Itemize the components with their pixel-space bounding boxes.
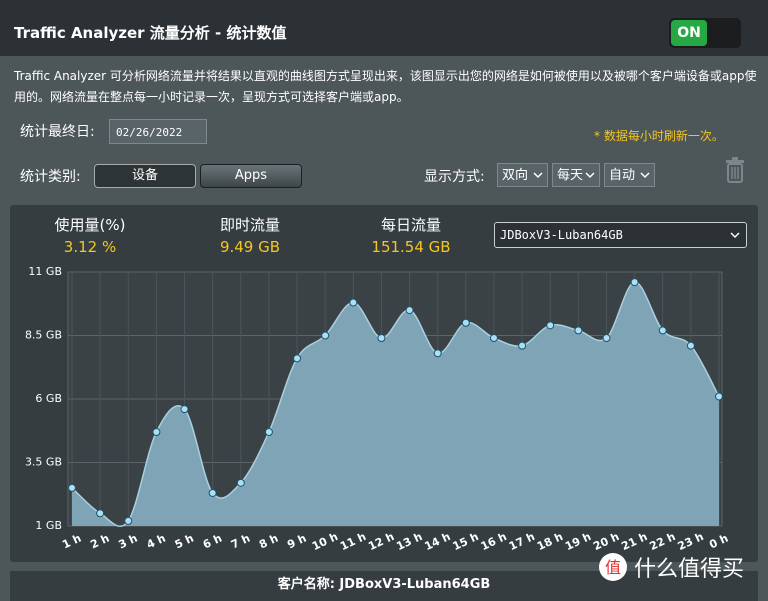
y-tick-label: 3.5 GB — [25, 456, 62, 469]
data-point — [349, 298, 358, 307]
y-tick-label: 1 GB — [35, 519, 62, 532]
display-select[interactable]: 每天 — [552, 163, 600, 187]
x-tick-label: 10 h — [310, 530, 340, 553]
data-point — [602, 334, 611, 343]
area-fill — [72, 282, 719, 527]
data-point — [546, 321, 555, 330]
y-tick-label: 6 GB — [35, 392, 62, 405]
data-point — [518, 341, 527, 350]
stat-value: 151.54 GB — [371, 238, 451, 256]
x-tick-label: 8 h — [257, 532, 280, 552]
data-point — [152, 428, 161, 437]
data-point — [124, 516, 133, 525]
data-point — [433, 349, 442, 358]
stat-label: 每日流量 — [380, 216, 441, 234]
x-tick-label: 6 h — [201, 532, 224, 552]
toggle-label: ON — [671, 20, 707, 46]
x-tick-label: 23 h — [676, 530, 706, 553]
x-tick-label: 2 h — [88, 532, 111, 552]
data-point — [405, 306, 414, 315]
x-tick-label: 14 h — [423, 530, 453, 553]
refresh-note: * 数据每小时刷新一次。 — [594, 129, 724, 143]
x-tick-label: 11 h — [338, 530, 368, 553]
page-title: Traffic Analyzer 流量分析 - 统计数值 — [14, 24, 287, 42]
x-tick-label: 19 h — [563, 530, 593, 553]
x-tick-label: 0 h — [707, 532, 730, 552]
y-tick-label: 11 GB — [28, 265, 62, 278]
chevron — [585, 172, 595, 179]
x-tick-label: 15 h — [451, 530, 481, 553]
data-point — [658, 326, 667, 335]
stat-value: 3.12 % — [63, 238, 117, 256]
display-select[interactable]: 双向 — [497, 163, 548, 187]
data-point — [264, 428, 273, 437]
x-tick-label: 1 h — [60, 532, 83, 552]
data-point — [630, 278, 639, 287]
data-point — [686, 341, 695, 350]
category-label: 统计类别: — [20, 169, 81, 185]
toggle-switch[interactable]: ON — [669, 18, 741, 48]
select-text: 自动 — [609, 168, 636, 183]
data-point — [574, 326, 583, 335]
stat-value: 9.49 GB — [219, 238, 281, 256]
date-label: 统计最终日: — [20, 124, 95, 140]
x-tick-label: 16 h — [479, 530, 509, 553]
data-point — [180, 405, 189, 414]
data-point — [96, 509, 105, 518]
chevron — [730, 232, 740, 239]
x-tick-label: 9 h — [285, 532, 308, 552]
x-tick-label: 4 h — [145, 532, 168, 552]
y-tick-label: 8.5 GB — [25, 329, 62, 342]
x-tick-label: 22 h — [648, 530, 678, 553]
svg-text:值: 值 — [605, 558, 621, 577]
category-button[interactable]: Apps — [200, 164, 302, 188]
client-select[interactable]: JDBoxV3-Luban64GB — [494, 222, 747, 248]
date-input[interactable]: 02/26/2022 — [109, 119, 207, 144]
data-point — [461, 318, 470, 327]
display-select[interactable]: 自动 — [604, 163, 655, 187]
description: Traffic Analyzer 可分析网络流量并将结果以直观的曲线图方式呈现出… — [14, 69, 757, 104]
x-tick-label: 3 h — [117, 532, 140, 552]
x-tick-label: 20 h — [591, 530, 621, 553]
x-tick-label: 21 h — [619, 530, 649, 553]
stat-label: 即时流量 — [219, 216, 280, 234]
data-point — [236, 478, 245, 487]
data-point — [321, 331, 330, 340]
data-point — [208, 488, 217, 497]
x-tick-label: 18 h — [535, 530, 565, 553]
watermark-logo: 值 — [599, 553, 627, 581]
select-text: 每天 — [557, 168, 584, 183]
footer-bar: 客户名称: JDBoxV3-Luban64GB — [10, 571, 758, 601]
x-tick-label: 5 h — [173, 532, 196, 552]
data-point — [68, 483, 76, 492]
data-point — [715, 392, 723, 401]
data-point — [293, 354, 302, 363]
select-text: 双向 — [502, 168, 529, 183]
trash-icon[interactable] — [724, 156, 746, 184]
data-point — [489, 334, 498, 343]
x-tick-label: 17 h — [507, 530, 537, 553]
stat-label: 使用量(%) — [54, 216, 126, 234]
x-tick-label: 13 h — [394, 530, 424, 553]
chevron — [640, 172, 650, 179]
x-tick-label: 7 h — [229, 532, 252, 552]
data-point — [377, 334, 386, 343]
watermark-text: 什么值得买 — [634, 557, 745, 582]
x-tick-label: 12 h — [366, 530, 396, 553]
select-text: JDBoxV3-Luban64GB — [500, 228, 623, 242]
display-label: 显示方式: — [424, 169, 485, 185]
header-bar — [0, 0, 768, 56]
watermark: 值什么值得买 — [598, 551, 744, 583]
category-button[interactable]: 设备 — [94, 164, 196, 188]
chevron — [533, 172, 543, 179]
